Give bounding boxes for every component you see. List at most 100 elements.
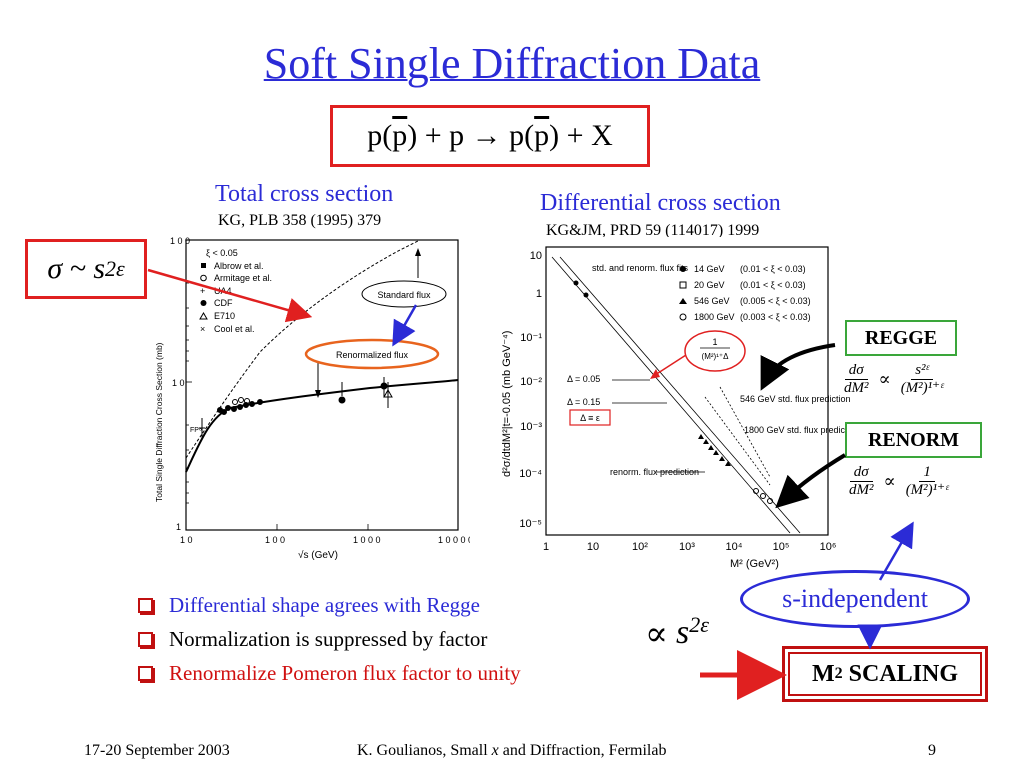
pred-546-label: 546 GeV std. flux prediction	[740, 394, 850, 404]
renorm-prop: ∝	[883, 471, 896, 492]
left-ytick-10: 1 0	[172, 378, 185, 388]
right-xtick-10: 10	[587, 541, 599, 553]
right-legend-marker-1800	[679, 313, 687, 321]
left-legend-armitage: Armitage et al.	[214, 273, 272, 283]
m2-scaling-text: SCALING	[842, 660, 958, 687]
right-legend-marker-546	[679, 298, 687, 304]
regge-lhs-den: dM²	[844, 380, 869, 397]
renormalized-flux-label: Renormalized flux	[336, 350, 409, 360]
regge-rhs-den: (M²)¹⁺ᵋ	[900, 380, 944, 397]
flux-inset-arrowhead	[650, 369, 660, 379]
reaction-part3: ) + X	[549, 119, 613, 152]
footer-author: K. Goulianos, Small x and Diffraction, F…	[357, 742, 666, 760]
left-legend-albrow: Albrow et al.	[214, 261, 264, 271]
reaction-pbar-2: p	[534, 119, 550, 152]
footer-date: 17-20 September 2003	[84, 742, 230, 759]
right-ytick-1e-3: 10⁻³	[520, 421, 542, 433]
right-legend-20-energy: 20 GeV	[694, 280, 725, 290]
renorm-lhs-den: dM²	[849, 482, 874, 499]
regge-rhs: s²ᵋ (M²)¹⁺ᵋ	[897, 362, 948, 398]
std-fits-label: std. and renorm. flux fits	[592, 263, 689, 273]
left-plot-caption: Total cross section	[215, 181, 394, 207]
left-legend-xi: ξ < 0.05	[206, 248, 238, 258]
suppression-s: s	[676, 614, 690, 651]
left-legend-marker-armitage	[200, 274, 207, 282]
right-data-points	[573, 280, 773, 504]
left-plot-arrowhead-2	[415, 248, 421, 256]
flux-inset-den: (M²)¹⁺Δ	[702, 352, 730, 361]
bullet-1: Differential shape agrees with Regge	[138, 593, 480, 618]
regge-label-box: REGGE	[845, 320, 957, 356]
m2-scaling-sup: 2	[834, 665, 843, 682]
standard-flux-curve	[185, 239, 421, 459]
renorm-rhs: 1 (M²)¹⁺ᵋ	[902, 464, 953, 500]
left-plot-ref: KG, PLB 358 (1995) 379	[218, 212, 382, 229]
delta-015-label: Δ = 0.15	[567, 397, 600, 407]
flux-inset-num: 1	[712, 337, 717, 347]
right-ytick-1e-2: 10⁻²	[520, 376, 542, 388]
footer-author-post: and Diffraction, Fermilab	[498, 742, 667, 759]
left-legend-cool: Cool et al.	[214, 324, 255, 334]
suppression-prop: ∝	[645, 616, 669, 653]
renorm-label-box: RENORM	[845, 422, 982, 458]
suppression-exp: 2ε	[689, 612, 709, 637]
left-legend-marker-cdf	[200, 300, 207, 306]
left-xtick-1000: 1 0 0 0	[353, 535, 381, 545]
regge-lhs: dσ dM²	[840, 362, 873, 398]
m2-scaling-m: M	[811, 660, 835, 687]
renorm-lhs-num: dσ	[849, 464, 873, 483]
left-plot-arrowhead	[315, 390, 321, 398]
delta-eq-box	[569, 409, 611, 426]
reaction-part1: p(	[367, 119, 393, 152]
right-xtick-1e3: 10³	[679, 541, 695, 553]
bullet-3-marker	[138, 666, 153, 681]
left-ylabel: Total Single Diffraction Cross Section (…	[154, 342, 164, 502]
reaction-part2: ) + p → p(	[407, 119, 535, 152]
right-legend-marker-14	[680, 266, 686, 272]
left-legend-marker-ua4: +	[200, 286, 205, 296]
left-legend-marker-e710	[199, 312, 208, 320]
right-ytick-1e-5: 10⁻⁵	[519, 518, 542, 530]
fit-line-1	[551, 256, 791, 534]
reaction-pbar-1: p	[392, 119, 408, 152]
left-legend-marker-albrow	[201, 263, 206, 268]
renormalized-flux-curve	[185, 379, 459, 473]
delta-005-label: Δ = 0.05	[567, 374, 600, 384]
right-xtick-1e2: 10²	[632, 541, 648, 553]
right-ylabel: d²σ/dtdM²|t=-0.05 (mb GeV⁻⁴)	[501, 331, 513, 477]
right-ytick-1e-1: 10⁻¹	[520, 332, 542, 344]
sigma-formula-box: σ ~ s 2ε	[25, 239, 147, 299]
pred-1800-label: 1800 GeV std. flux prediction	[744, 425, 850, 435]
renormalized-flux-bubble	[304, 338, 440, 370]
right-xtick-1: 1	[543, 541, 549, 553]
left-legend-ua4: UA4	[214, 286, 232, 296]
regge-formula: dσ dM² ∝ s²ᵋ (M²)¹⁺ᵋ	[840, 362, 948, 398]
differential-cross-section-plot: 10 1 10⁻¹ 10⁻² 10⁻³ 10⁻⁴ 10⁻⁵ 1 10 10² 1…	[490, 237, 850, 572]
sigma-formula: σ ~ s	[47, 252, 106, 285]
left-legend-marker-cool: ×	[200, 324, 205, 334]
bullet-3-text: Renormalize Pomeron flux factor to unity	[169, 661, 521, 685]
bullet-2-marker	[138, 632, 153, 647]
bullet-2-text: Normalization is suppressed by factor	[169, 627, 488, 651]
right-xlabel: M² (GeV²)	[730, 558, 779, 570]
left-fp-label: FP⁸	[190, 427, 202, 434]
right-ytick-10: 10	[530, 250, 542, 262]
bullet-3: Renormalize Pomeron flux factor to unity	[138, 661, 521, 686]
right-ytick-1e-4: 10⁻⁴	[519, 468, 542, 480]
right-legend-1800-energy: 1800 GeV	[694, 312, 735, 322]
left-data-points	[199, 377, 393, 440]
right-legend-marker-20	[679, 281, 687, 289]
left-legend-cdf: CDF	[214, 298, 233, 308]
right-xtick-1e6: 10⁶	[820, 541, 837, 553]
flux-inset-bubble	[684, 330, 746, 372]
right-xtick-1e4: 10⁴	[726, 541, 743, 553]
right-legend-546-range: (0.005 < ξ < 0.03)	[740, 296, 811, 306]
right-legend-14-range: (0.01 < ξ < 0.03)	[740, 264, 806, 274]
left-xtick-100: 1 0 0	[265, 535, 285, 545]
left-xtick-10000: 1 0 0 0 0	[438, 535, 470, 545]
sigma-exponent: 2ε	[105, 256, 125, 281]
regge-rhs-num: s²ᵋ	[911, 362, 934, 381]
s-independent-ellipse: s-independent	[740, 570, 970, 628]
